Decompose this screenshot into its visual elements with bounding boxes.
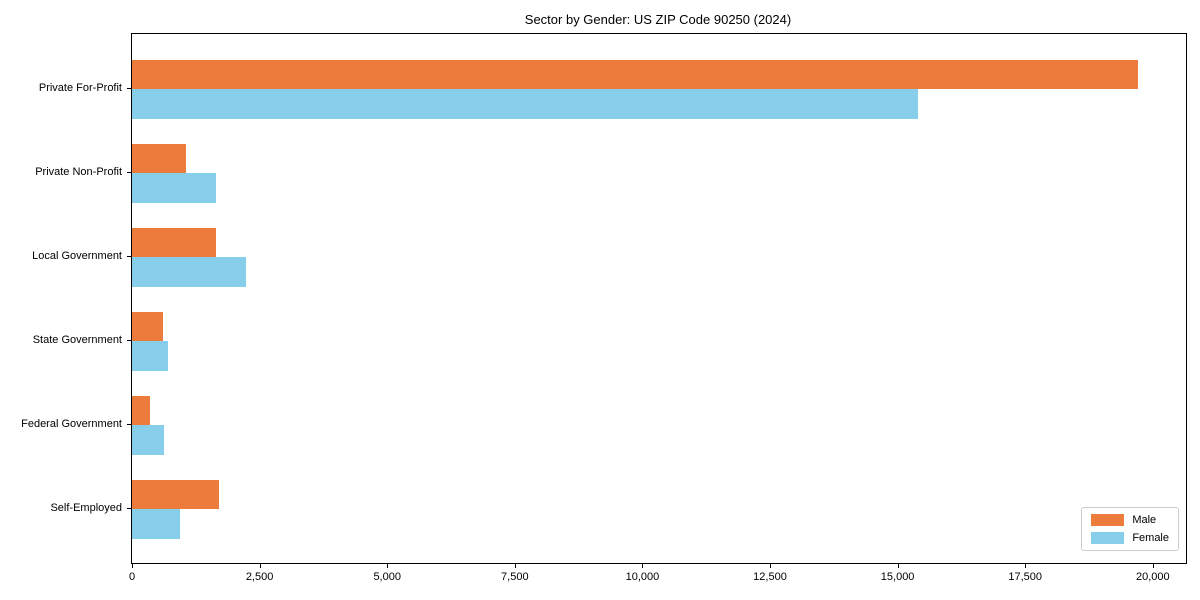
- x-tick-label: 20,000: [1135, 571, 1170, 583]
- x-tick-label: 12,500: [753, 571, 787, 583]
- y-tick-label: Self-Employed: [50, 502, 122, 514]
- bar-male: [132, 143, 186, 173]
- x-tick-mark: [514, 564, 516, 568]
- x-tick-label: 0: [128, 571, 136, 583]
- bar-male: [132, 311, 163, 341]
- x-tick-mark: [132, 564, 133, 568]
- x-tick-label: 17,500: [1008, 571, 1043, 583]
- y-tick-mark: [127, 256, 131, 257]
- legend: Male Female: [1081, 507, 1179, 551]
- x-tick-mark: [897, 564, 899, 568]
- legend-label: Female: [1132, 532, 1169, 544]
- bar-male: [132, 479, 219, 509]
- x-tick-label: 5,000: [373, 571, 401, 583]
- plot-area: [131, 33, 1187, 564]
- legend-item: Male: [1091, 514, 1169, 526]
- x-tick-mark: [387, 564, 389, 568]
- y-tick-mark: [127, 508, 131, 509]
- y-tick-label: Federal Government: [21, 418, 122, 430]
- y-tick-label: Local Government: [32, 250, 122, 262]
- bar-female: [132, 341, 168, 371]
- y-tick-mark: [127, 88, 131, 89]
- legend-swatch-male: [1091, 514, 1125, 526]
- y-tick-label: State Government: [32, 334, 122, 346]
- x-tick-label: 7,500: [501, 571, 529, 583]
- x-tick-mark: [1025, 564, 1027, 568]
- y-tick-mark: [127, 340, 131, 341]
- y-tick-mark: [127, 172, 131, 173]
- x-tick-mark: [259, 564, 261, 568]
- y-tick-label: Private Non-Profit: [35, 166, 122, 178]
- chart-title: Sector by Gender: US ZIP Code 90250 (202…: [524, 12, 792, 27]
- x-tick-mark: [642, 564, 644, 568]
- bar-female: [132, 89, 918, 119]
- y-tick-label: Private For-Profit: [38, 82, 122, 94]
- bar-male: [132, 59, 1138, 89]
- x-tick-label: 10,000: [625, 571, 660, 583]
- y-tick-mark: [127, 424, 131, 425]
- x-tick-mark: [1152, 564, 1154, 568]
- bar-female: [132, 425, 165, 455]
- legend-item: Female: [1091, 532, 1169, 544]
- x-tick-label: 15,000: [880, 571, 915, 583]
- bar-female: [132, 173, 217, 203]
- legend-swatch-female: [1091, 532, 1125, 544]
- bar-female: [132, 509, 180, 539]
- x-tick-mark: [770, 564, 771, 568]
- bar-male: [132, 227, 217, 257]
- bar-male: [132, 395, 150, 425]
- legend-label: Male: [1132, 514, 1157, 526]
- x-tick-label: 2,500: [245, 571, 274, 583]
- bar-female: [132, 257, 246, 287]
